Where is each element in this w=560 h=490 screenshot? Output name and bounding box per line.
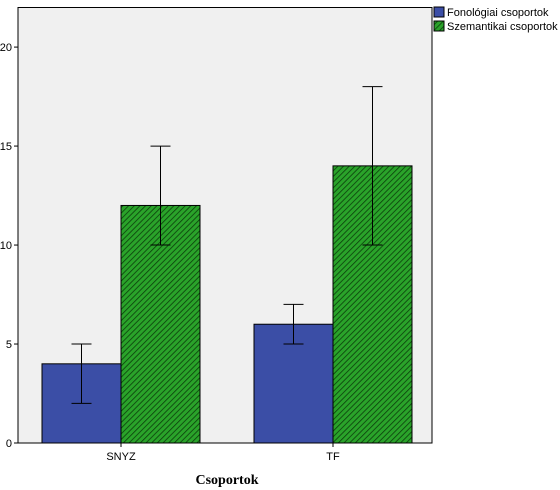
error-bar (283, 303, 304, 345)
x-axis: SNYZ TF (106, 443, 340, 463)
legend-swatch (433, 6, 445, 18)
y-tick-label: 0 (6, 438, 12, 450)
y-tick-label: 15 (0, 141, 12, 153)
legend-swatch (433, 20, 445, 32)
legend-label: Szemantikai csoportok (447, 21, 558, 33)
y-tick-label: 20 (0, 42, 12, 54)
x-tick-label: TF (326, 451, 340, 463)
legend: Fonológiai csoportok Szemantikai csoporto… (433, 6, 558, 33)
y-axis: 0 5 10 15 20 (0, 42, 18, 450)
legend-label: Fonológiai csoportok (447, 7, 549, 19)
x-axis-title: Csoportok (195, 473, 258, 488)
y-tick-label: 5 (6, 339, 12, 351)
y-tick-label: 10 (0, 240, 12, 252)
error-bars (71, 86, 383, 404)
error-bar (362, 86, 383, 246)
bars (41, 165, 413, 444)
x-tick-label: SNYZ (106, 451, 136, 463)
error-bar (150, 145, 171, 246)
error-bar (71, 343, 92, 404)
